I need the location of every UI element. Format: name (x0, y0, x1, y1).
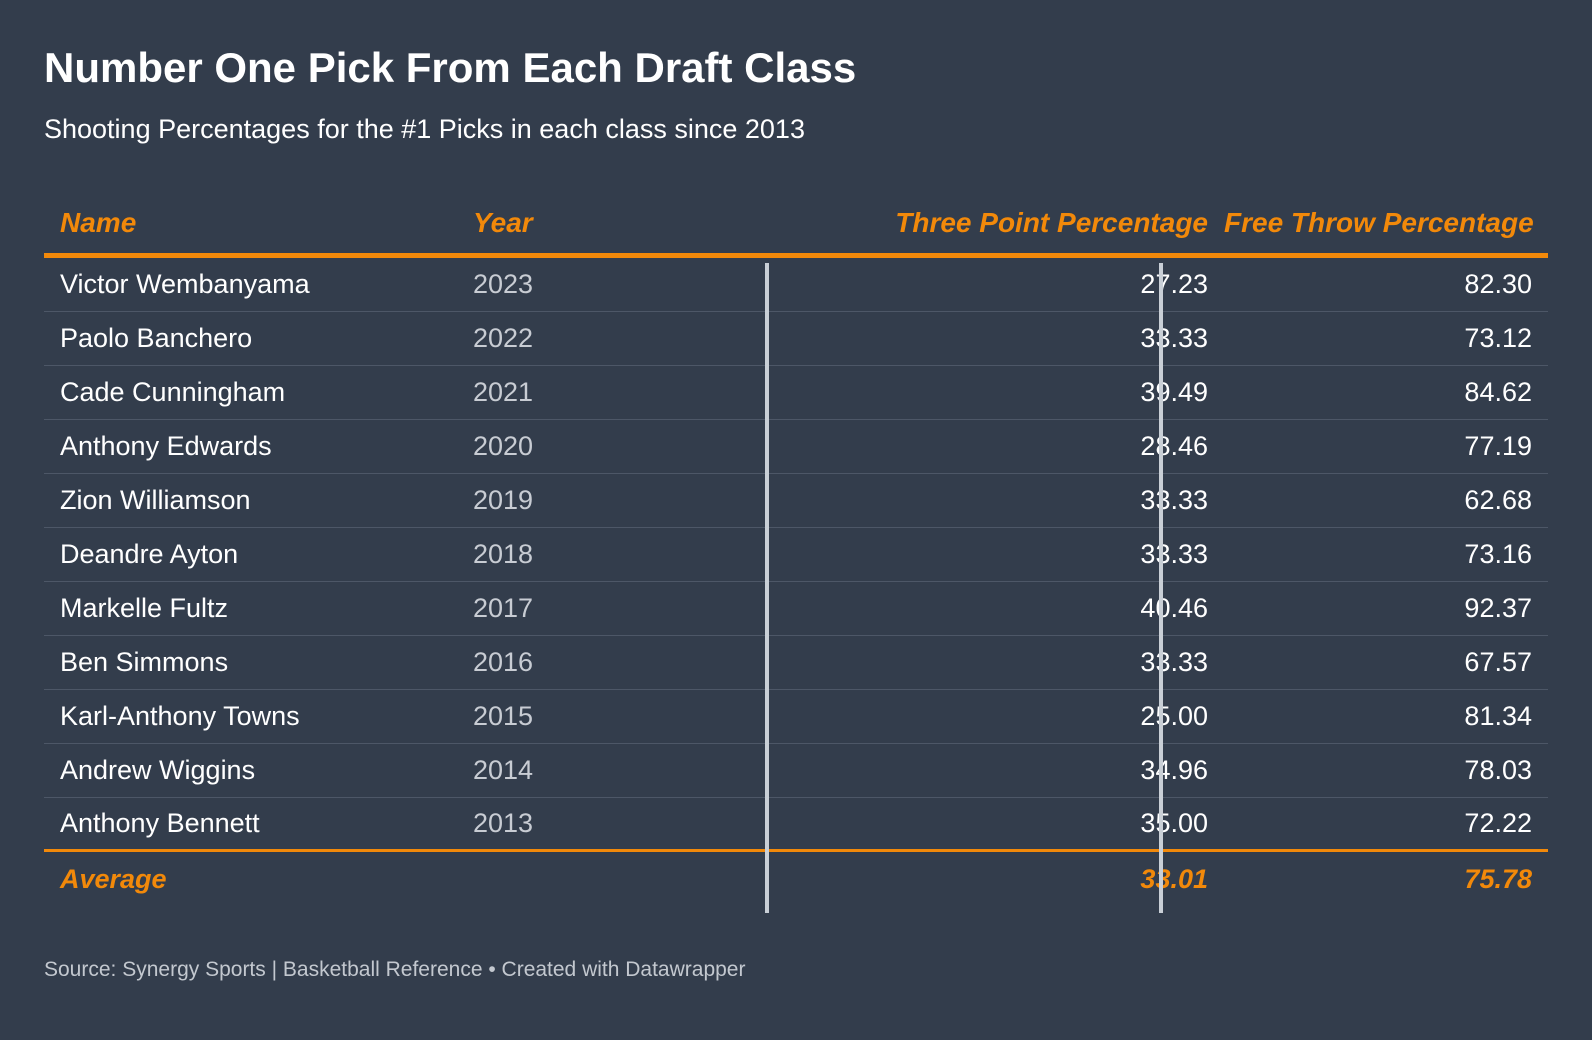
header-name: Name (60, 206, 137, 238)
free-throw-percentage: 73.12 (1464, 323, 1532, 353)
table-row: Markelle Fultz 2017 40.46 92.37 (44, 582, 1548, 636)
table-row: Deandre Ayton 2018 33.33 73.16 (44, 528, 1548, 582)
draft-year: 2017 (473, 593, 534, 623)
three-point-percentage: 34.96 (1140, 755, 1208, 785)
average-free-throw: 75.78 (1464, 863, 1532, 894)
three-point-percentage: 33.33 (1140, 647, 1208, 677)
player-name: Anthony Edwards (60, 431, 272, 461)
draft-year: 2016 (473, 647, 534, 677)
chart-title: Number One Pick From Each Draft Class (44, 44, 857, 91)
header-three-point-percentage: Three Point Percentage (895, 206, 1208, 238)
free-throw-percentage: 78.03 (1464, 755, 1532, 785)
table-row: Anthony Bennett 2013 35.00 72.22 (44, 798, 1548, 852)
average-three-point: 33.01 (1140, 863, 1208, 894)
free-throw-percentage: 82.30 (1464, 269, 1532, 299)
table-row: Paolo Banchero 2022 33.33 73.12 (44, 312, 1548, 366)
three-point-percentage: 33.33 (1140, 485, 1208, 515)
table-header-row: Name Year Three Point Percentage Free Th… (44, 192, 1548, 258)
draft-year: 2023 (473, 269, 534, 299)
table-row: Cade Cunningham 2021 39.49 84.62 (44, 366, 1548, 420)
three-point-percentage: 33.33 (1140, 323, 1208, 353)
table-row: Andrew Wiggins 2014 34.96 78.03 (44, 744, 1548, 798)
player-name: Ben Simmons (60, 647, 229, 677)
table-body: Victor Wembanyama 2023 27.23 82.30 Paolo Ban… (44, 258, 1548, 852)
table-row: Zion Williamson 2019 33.33 62.68 (44, 474, 1548, 528)
player-name: Victor Wembanyama (60, 269, 310, 299)
player-name: Paolo Banchero (60, 323, 253, 353)
three-point-percentage: 40.46 (1140, 593, 1208, 623)
free-throw-percentage: 72.22 (1464, 808, 1532, 838)
draft-year: 2020 (473, 431, 534, 461)
table-row: Victor Wembanyama 2023 27.23 82.30 (44, 258, 1548, 312)
three-point-percentage: 25.00 (1140, 701, 1208, 731)
average-row: Average 33.01 75.78 (44, 852, 1548, 906)
draft-year: 2021 (473, 377, 534, 407)
free-throw-percentage: 92.37 (1464, 593, 1532, 623)
draft-year: 2014 (473, 755, 534, 785)
three-point-percentage: 35.00 (1140, 808, 1208, 838)
three-point-percentage: 39.49 (1140, 377, 1208, 407)
player-name: Deandre Ayton (60, 539, 239, 569)
draft-year: 2019 (473, 485, 534, 515)
table-row: Karl-Anthony Towns 2015 25.00 81.34 (44, 690, 1548, 744)
average-label: Average (60, 863, 167, 894)
three-point-percentage: 28.46 (1140, 431, 1208, 461)
free-throw-percentage: 67.57 (1464, 647, 1532, 677)
draft-year: 2018 (473, 539, 534, 569)
three-point-percentage: 27.23 (1140, 269, 1208, 299)
player-name: Andrew Wiggins (60, 755, 256, 785)
free-throw-percentage: 81.34 (1464, 701, 1532, 731)
column-divider-free-throw (1159, 263, 1163, 913)
three-point-percentage: 33.33 (1140, 539, 1208, 569)
free-throw-percentage: 84.62 (1464, 377, 1532, 407)
player-name: Zion Williamson (60, 485, 251, 515)
draft-year: 2022 (473, 323, 534, 353)
header-year: Year (473, 206, 533, 238)
table-row: Ben Simmons 2016 33.33 67.57 (44, 636, 1548, 690)
player-name: Karl-Anthony Towns (60, 701, 300, 731)
chart-subtitle: Shooting Percentages for the #1 Picks in… (44, 114, 805, 144)
player-name: Cade Cunningham (60, 377, 286, 407)
draft-year: 2013 (473, 808, 534, 838)
draft-year: 2015 (473, 701, 534, 731)
free-throw-percentage: 77.19 (1464, 431, 1532, 461)
column-divider-three-point (765, 263, 769, 913)
player-name: Anthony Bennett (60, 808, 260, 838)
player-name: Markelle Fultz (60, 593, 229, 623)
free-throw-percentage: 73.16 (1464, 539, 1532, 569)
source-note: Source: Synergy Sports | Basketball Refe… (44, 958, 746, 981)
data-table: Name Year Three Point Percentage Free Th… (44, 192, 1548, 906)
header-free-throw-percentage: Free Throw Percentage (1224, 206, 1534, 238)
free-throw-percentage: 62.68 (1464, 485, 1532, 515)
table-row: Anthony Edwards 2020 28.46 77.19 (44, 420, 1548, 474)
